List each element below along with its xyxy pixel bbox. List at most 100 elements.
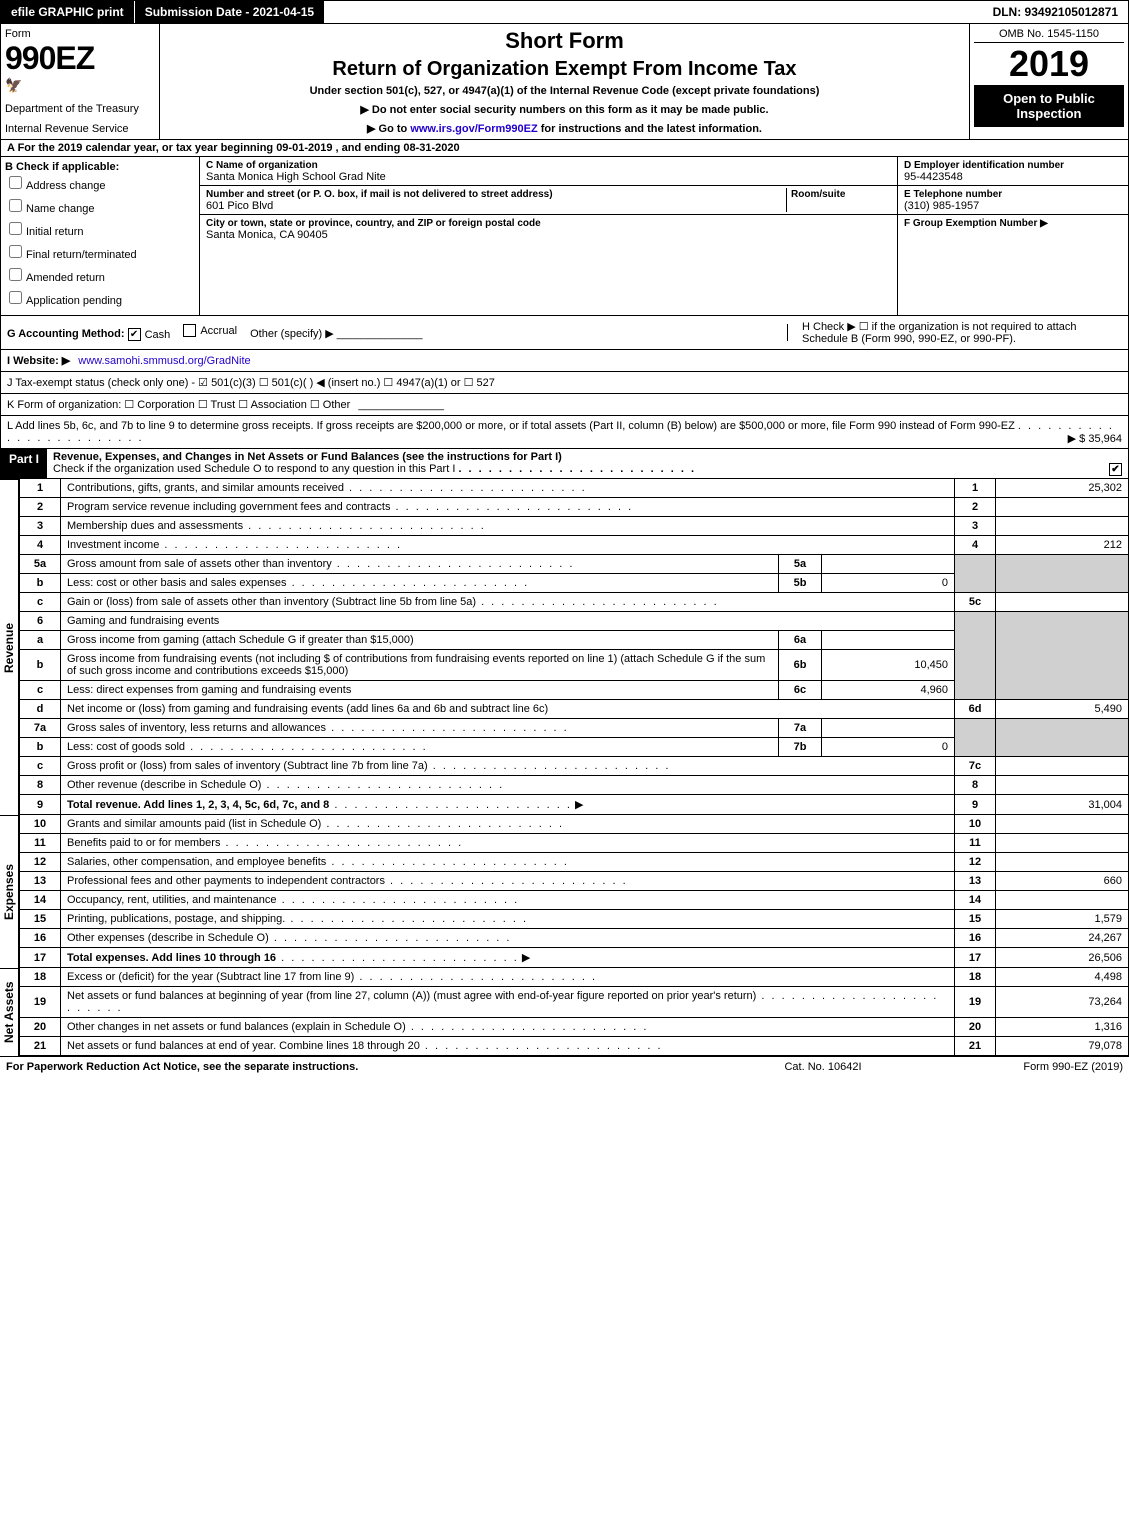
form-header: Form 990EZ 🦅 Department of the Treasury … [0,24,1129,140]
department-label: Department of the Treasury [5,103,155,115]
expenses-container: Expenses 10Grants and similar amounts pa… [0,815,1129,968]
no-ssn-text: ▶ Do not enter social security numbers o… [164,103,965,116]
row-j-tax-exempt: J Tax-exempt status (check only one) - ☑… [0,372,1129,394]
l-amount: ▶ $ 35,964 [1068,432,1122,445]
form-number-footer: Form 990-EZ (2019) [923,1061,1123,1073]
check-accrual[interactable]: Accrual [183,324,237,337]
right-id-column: D Employer identification number 95-4423… [897,157,1128,315]
org-name-label: C Name of organization [206,160,318,171]
check-amended-return[interactable]: Amended return [5,265,195,284]
line-9: 9 Total revenue. Add lines 1, 2, 3, 4, 5… [20,795,1129,815]
section-b-checkboxes: B Check if applicable: Address change Na… [1,157,200,315]
under-section-text: Under section 501(c), 527, or 4947(a)(1)… [164,85,965,97]
tax-year: 2019 [974,43,1124,85]
city-label: City or town, state or province, country… [206,218,541,229]
h-schedule-b: H Check ▶ ☐ if the organization is not r… [796,320,1122,345]
omb-number: OMB No. 1545-1150 [974,28,1124,43]
dln-label: DLN: 93492105012871 [983,1,1128,23]
lines-container: Revenue 1 Contributions, gifts, grants, … [0,479,1129,815]
line-5c: c Gain or (loss) from sale of assets oth… [20,593,1129,612]
top-bar: efile GRAPHIC print Submission Date - 20… [0,0,1129,24]
efile-print-button[interactable]: efile GRAPHIC print [1,1,135,23]
cat-number: Cat. No. 10642I [723,1061,923,1073]
form-number: 990EZ [5,40,155,77]
telephone-value: (310) 985-1957 [904,200,979,212]
paperwork-notice: For Paperwork Reduction Act Notice, see … [6,1061,723,1073]
row-k-form-org: K Form of organization: ☐ Corporation ☐ … [0,394,1129,416]
line-5a: 5a Gross amount from sale of assets othe… [20,555,1129,574]
part1-sub: Check if the organization used Schedule … [53,463,455,475]
part1-title: Revenue, Expenses, and Changes in Net As… [47,449,1128,478]
short-form-title: Short Form [164,28,965,54]
row-a-tax-year: A For the 2019 calendar year, or tax yea… [0,140,1129,157]
netassets-table: 18Excess or (deficit) for the year (Subt… [19,968,1129,1056]
check-title: B Check if applicable: [5,161,195,173]
open-public-badge: Open to Public Inspection [974,85,1124,127]
website-link[interactable]: www.samohi.smmusd.org/GradNite [78,355,250,367]
line-1: 1 Contributions, gifts, grants, and simi… [20,479,1129,498]
header-right: OMB No. 1545-1150 2019 Open to Public In… [970,24,1128,139]
irs-link[interactable]: www.irs.gov/Form990EZ [410,123,537,135]
netassets-container: Net Assets 18Excess or (deficit) for the… [0,968,1129,1056]
info-block: B Check if applicable: Address change Na… [0,157,1129,316]
telephone-label: E Telephone number [904,189,1002,200]
line-2: 2 Program service revenue including gove… [20,498,1129,517]
row-l-gross-receipts: L Add lines 5b, 6c, and 7b to line 9 to … [0,416,1129,449]
page-footer: For Paperwork Reduction Act Notice, see … [0,1056,1129,1077]
netassets-side-label: Net Assets [0,968,19,1056]
line-8: 8 Other revenue (describe in Schedule O)… [20,776,1129,795]
expenses-table: 10Grants and similar amounts paid (list … [19,815,1129,968]
part1-header-row: Part I Revenue, Expenses, and Changes in… [0,449,1129,479]
line-12: 12Salaries, other compensation, and empl… [20,853,1129,872]
line-6d: d Net income or (loss) from gaming and f… [20,700,1129,719]
check-name-change[interactable]: Name change [5,196,195,215]
line-17: 17Total expenses. Add lines 10 through 1… [20,948,1129,968]
line-10: 10Grants and similar amounts paid (list … [20,815,1129,834]
city-value: Santa Monica, CA 90405 [206,229,328,241]
l-text: L Add lines 5b, 6c, and 7b to line 9 to … [7,420,1015,432]
irs-label: Internal Revenue Service [5,123,155,135]
expenses-side-label: Expenses [0,815,19,968]
other-specify: Other (specify) ▶ [250,328,334,340]
street-value: 601 Pico Blvd [206,200,273,212]
line-6: 6 Gaming and fundraising events [20,612,1129,631]
part1-tag: Part I [1,449,47,478]
line-3: 3 Membership dues and assessments 3 [20,517,1129,536]
street-label: Number and street (or P. O. box, if mail… [206,189,553,200]
check-address-change[interactable]: Address change [5,173,195,192]
revenue-side-label: Revenue [0,479,19,815]
tax-exempt-text: J Tax-exempt status (check only one) - ☑… [7,376,495,389]
revenue-table: 1 Contributions, gifts, grants, and simi… [19,479,1129,815]
row-i-website: I Website: ▶ www.samohi.smmusd.org/GradN… [0,350,1129,372]
line-13: 13Professional fees and other payments t… [20,872,1129,891]
org-name-value: Santa Monica High School Grad Nite [206,171,386,183]
return-title: Return of Organization Exempt From Incom… [164,58,965,81]
check-cash[interactable]: Cash [128,328,171,341]
check-application-pending[interactable]: Application pending [5,288,195,307]
room-label: Room/suite [791,189,845,200]
ein-value: 95-4423548 [904,171,963,183]
check-final-return[interactable]: Final return/terminated [5,242,195,261]
submission-date-button[interactable]: Submission Date - 2021-04-15 [135,1,325,23]
line-18: 18Excess or (deficit) for the year (Subt… [20,968,1129,987]
line-11: 11Benefits paid to or for members11 [20,834,1129,853]
line-20: 20Other changes in net assets or fund ba… [20,1018,1129,1037]
line-19: 19Net assets or fund balances at beginni… [20,987,1129,1018]
goto-text: ▶ Go to www.irs.gov/Form990EZ for instru… [164,122,965,135]
line-14: 14Occupancy, rent, utilities, and mainte… [20,891,1129,910]
ein-label: D Employer identification number [904,160,1064,171]
name-address-block: C Name of organization Santa Monica High… [200,157,897,315]
schedule-o-check[interactable] [1109,463,1122,476]
form-org-text: K Form of organization: ☐ Corporation ☐ … [7,398,350,411]
line-7c: c Gross profit or (loss) from sales of i… [20,757,1129,776]
line-21: 21Net assets or fund balances at end of … [20,1037,1129,1056]
treasury-seal-icon: 🦅 [5,77,155,94]
header-left: Form 990EZ 🦅 Department of the Treasury … [1,24,160,139]
check-initial-return[interactable]: Initial return [5,219,195,238]
header-mid: Short Form Return of Organization Exempt… [160,24,970,139]
line-15: 15Printing, publications, postage, and s… [20,910,1129,929]
group-exemption-label: F Group Exemption Number ▶ [904,218,1048,229]
line-7a: 7a Gross sales of inventory, less return… [20,719,1129,738]
website-label: I Website: ▶ [7,354,70,367]
row-g-h: G Accounting Method: Cash Accrual Other … [0,316,1129,350]
